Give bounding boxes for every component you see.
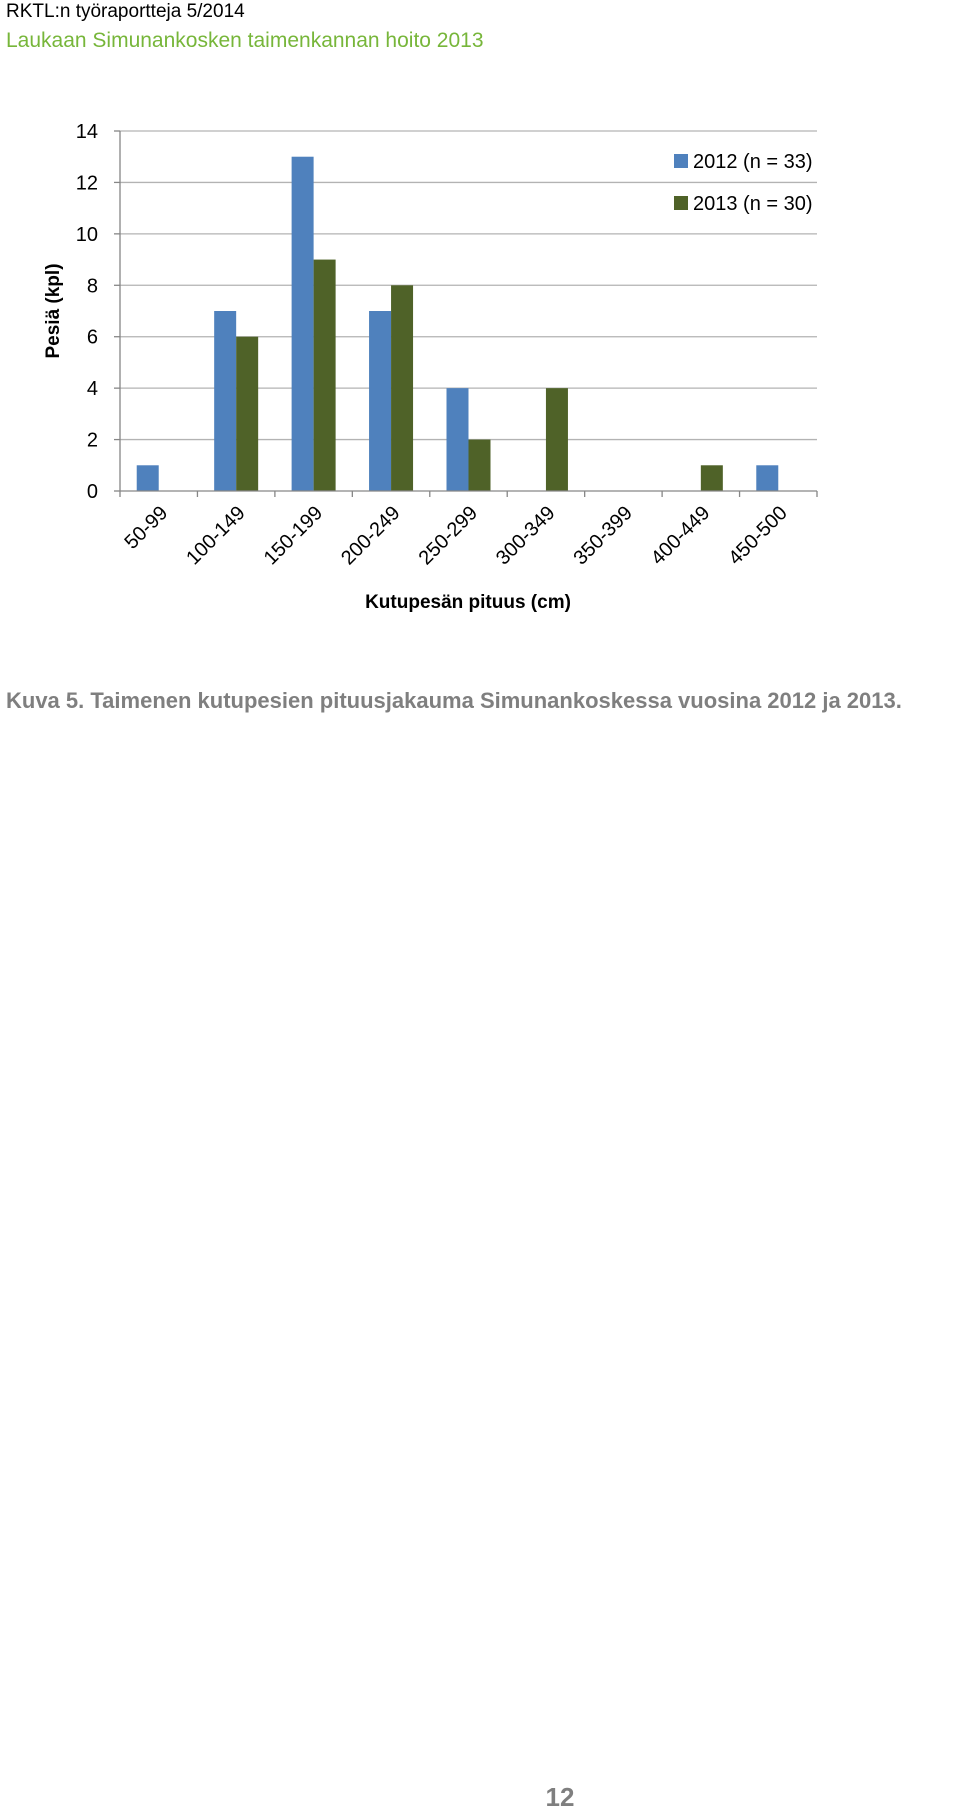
bar-2012-200-249 — [369, 311, 392, 491]
x-tick-label: 300-349 — [492, 502, 559, 569]
page-number: 12 — [545, 1782, 575, 1812]
y-tick-label: 4 — [87, 378, 98, 400]
bar-2012-50-99 — [136, 465, 159, 491]
legend-swatch-2013 — [674, 196, 688, 210]
bar-2012-450-500 — [756, 465, 779, 491]
x-axis-title: Kutupesän pituus (cm) — [365, 592, 571, 613]
bar-2013-100-149 — [236, 336, 259, 491]
report-title-header: Laukaan Simunankosken taimenkannan hoito… — [6, 29, 484, 52]
y-tick-label: 12 — [76, 172, 98, 194]
axes — [119, 131, 818, 497]
y-tick-label: 2 — [87, 430, 98, 452]
x-tick-label: 350-399 — [569, 502, 636, 569]
x-tick-label: 450-500 — [724, 502, 791, 569]
legend: 2012 (n = 33) 2013 (n = 30) — [674, 151, 813, 215]
y-tick-label: 8 — [87, 275, 98, 297]
legend-label-2013: 2013 (n = 30) — [693, 193, 813, 215]
x-tick-label: 400-449 — [647, 502, 714, 569]
y-tick-label: 14 — [76, 121, 98, 143]
y-tick-label: 6 — [87, 327, 98, 349]
x-tick-label: 200-249 — [337, 502, 404, 569]
x-axis-tick-labels: 50-99 100-149 150-199 200-249 250-299 300-349… — [121, 502, 792, 569]
bar-2013-150-199 — [313, 259, 336, 491]
y-axis-title: Pesiä (kpl) — [43, 263, 64, 358]
y-tick-label: 0 — [87, 481, 98, 503]
legend-label-2012: 2012 (n = 33) — [693, 151, 813, 173]
y-axis-tick-labels: 0 2 4 6 8 10 12 14 — [76, 121, 98, 503]
bar-2012-150-199 — [291, 156, 314, 491]
bar-2012-100-149 — [214, 311, 237, 491]
bars — [136, 156, 779, 491]
bar-2012-250-299 — [446, 388, 469, 491]
y-tick-label: 10 — [76, 224, 98, 246]
bar-2013-250-299 — [468, 439, 491, 491]
report-series-header: RKTL:n työraportteja 5/2014 — [6, 1, 245, 22]
bar-2013-400-449 — [700, 465, 723, 491]
bar-2013-300-349 — [545, 388, 568, 491]
x-tick-label: 100-149 — [182, 502, 249, 569]
legend-swatch-2012 — [674, 154, 688, 168]
nest-length-bar-chart: 0 2 4 6 8 10 12 14 50-99 100-149 150-199 200-249 25… — [43, 121, 818, 613]
x-tick-label: 150-199 — [260, 502, 327, 569]
figure-caption: Kuva 5. Taimenen kutupesien pituusjakaum… — [6, 688, 902, 713]
bar-2013-200-249 — [391, 285, 414, 491]
x-tick-label: 50-99 — [121, 502, 173, 554]
x-tick-label: 250-299 — [415, 502, 482, 569]
